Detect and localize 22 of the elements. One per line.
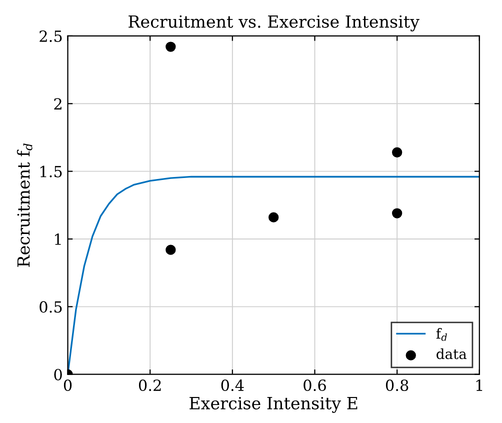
y-axis-title: Recruitment f$_{d}$ — [16, 144, 32, 267]
y-tick-label: 0.5 — [40, 301, 62, 313]
point — [268, 212, 279, 222]
legend-label: f$_{d}$ — [436, 328, 447, 341]
x-tick-label: 0.4 — [221, 379, 244, 392]
chart-title: Recruitment vs. Exercise Intensity — [128, 15, 420, 32]
x-tick-label: 0.6 — [304, 379, 326, 392]
x-tick-label: 0.8 — [386, 379, 408, 392]
point — [392, 147, 402, 158]
x-tick-label: 0.2 — [138, 379, 161, 392]
point — [166, 42, 176, 52]
point — [392, 208, 402, 218]
x-tick-label: 1 — [476, 379, 482, 391]
y-tick-label: 2 — [54, 98, 62, 110]
x-axis-title: Exercise Intensity E — [190, 396, 358, 413]
y-tick-label: 1 — [55, 233, 61, 245]
y-tick-label: 1.5 — [40, 166, 62, 178]
y-tick-label: 2.5 — [40, 30, 62, 42]
legend-label: data — [436, 348, 467, 360]
x-tick-label: 0 — [64, 379, 72, 392]
point — [166, 244, 176, 255]
y-tick-label: 0 — [54, 368, 62, 380]
